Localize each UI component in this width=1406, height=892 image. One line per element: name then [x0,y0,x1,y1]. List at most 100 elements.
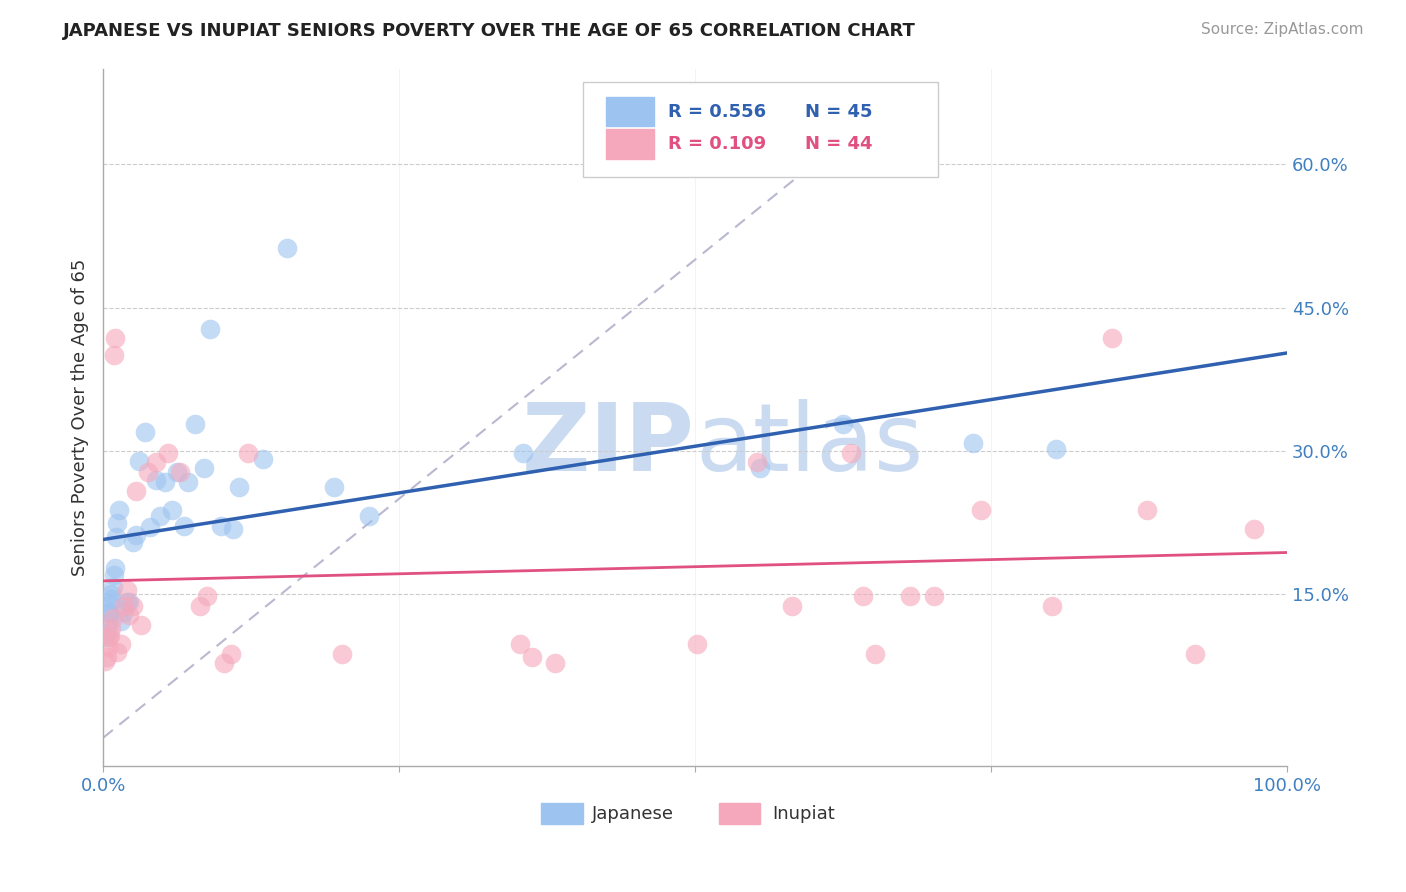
Point [169,465,191,479]
Point [1136,503,1159,517]
Point [134,425,156,439]
Point [101,580,124,594]
Point [107,503,129,517]
Point [188,599,211,613]
Point [114,605,136,619]
Point [104,560,127,574]
Point [236,446,259,460]
Point [94,631,117,645]
Point [97,615,120,630]
Point [745,455,768,469]
Point [330,647,353,661]
Y-axis label: Seniors Poverty Over the Age of 65: Seniors Poverty Over the Age of 65 [72,259,89,576]
Text: Source: ZipAtlas.com: Source: ZipAtlas.com [1201,22,1364,37]
Point [970,503,993,517]
Point [193,461,215,475]
Point [900,589,922,603]
Point [136,465,159,479]
Point [211,518,233,533]
Point [157,446,180,460]
Point [212,657,235,671]
Point [149,508,172,523]
Point [852,589,875,603]
Point [509,637,531,651]
Text: ZIP: ZIP [522,400,695,491]
Point [98,631,121,645]
Point [105,530,128,544]
Point [166,465,188,479]
Point [121,534,143,549]
Bar [606,129,654,159]
Point [105,516,128,530]
Text: R = 0.556: R = 0.556 [668,103,766,120]
Point [512,446,534,460]
Point [96,625,118,640]
Point [100,592,122,607]
Point [110,637,132,651]
Point [129,618,152,632]
Bar [718,804,761,824]
Point [101,611,124,625]
Point [103,568,125,582]
Point [115,582,138,597]
Point [1045,442,1067,456]
Text: atlas: atlas [695,400,924,491]
Point [922,589,945,603]
Point [198,321,221,335]
Point [780,599,803,613]
Text: Japanese: Japanese [592,805,673,823]
Point [252,451,274,466]
Point [104,331,127,345]
Point [173,518,195,533]
Point [832,417,855,432]
Point [97,640,120,654]
Point [100,587,122,601]
Point [222,522,245,536]
Point [544,657,567,671]
Text: N = 45: N = 45 [806,103,873,120]
Point [118,608,141,623]
Point [128,453,150,467]
Point [105,645,128,659]
Point [520,649,543,664]
Point [125,484,148,499]
Point [323,480,346,494]
Text: Inupiat: Inupiat [772,805,835,823]
FancyBboxPatch shape [582,82,938,177]
Point [359,508,381,523]
Point [121,599,143,613]
Point [219,647,242,661]
Point [98,597,121,611]
Bar [541,804,582,824]
Point [749,461,772,475]
Point [228,480,250,494]
Bar [606,97,654,127]
Point [195,589,218,603]
Point [686,637,709,651]
Point [98,605,121,619]
Point [100,621,122,635]
Point [145,455,167,469]
Point [276,241,298,255]
Point [177,475,200,489]
Point [839,446,862,460]
Point [145,473,167,487]
Point [96,649,118,664]
Text: N = 44: N = 44 [806,135,873,153]
Point [1184,647,1206,661]
Point [184,417,207,432]
Text: R = 0.109: R = 0.109 [668,135,766,153]
Text: JAPANESE VS INUPIAT SENIORS POVERTY OVER THE AGE OF 65 CORRELATION CHART: JAPANESE VS INUPIAT SENIORS POVERTY OVER… [63,22,917,40]
Point [98,607,121,621]
Point [160,503,183,517]
Point [1243,522,1265,536]
Point [125,528,148,542]
Point [1042,599,1064,613]
Point [118,595,141,609]
Point [153,475,176,489]
Point [103,348,125,362]
Point [139,520,162,534]
Point [98,627,121,641]
Point [1101,331,1123,345]
Point [962,436,984,450]
